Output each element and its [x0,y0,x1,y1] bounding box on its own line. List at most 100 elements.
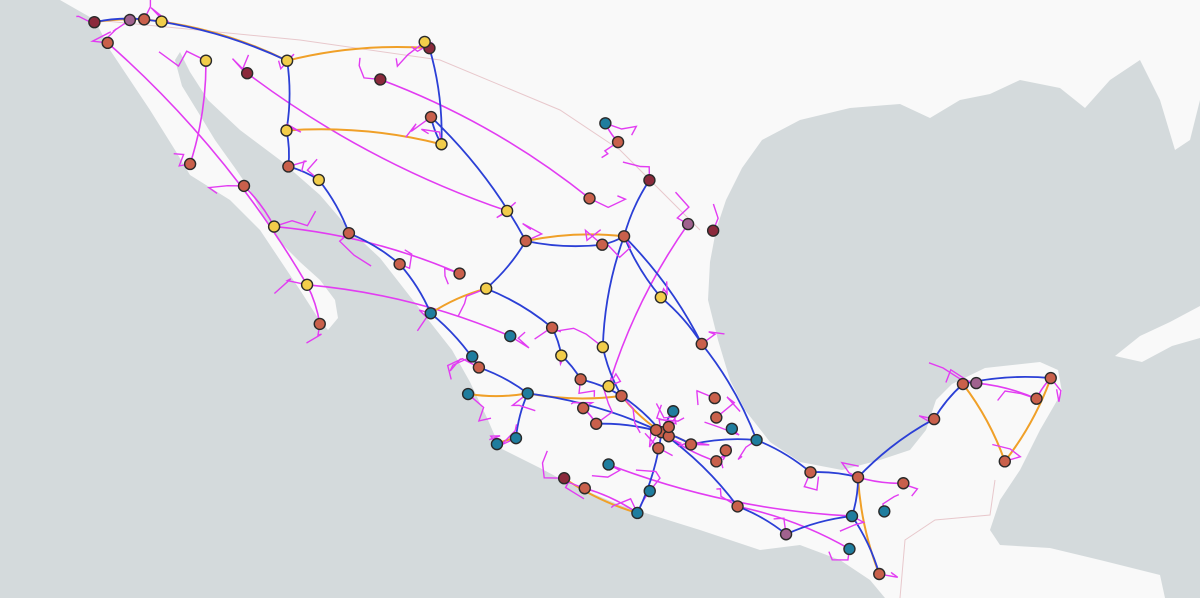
map-point-salmon[interactable] [313,317,326,331]
map-point-darkred[interactable] [88,15,101,29]
road-secondary-spur [655,404,677,425]
road-secondary [736,505,851,550]
map-point-yellow[interactable] [312,173,326,187]
map-point-salmon[interactable] [649,423,663,437]
map-point-salmon[interactable] [927,412,941,426]
map-point-salmon[interactable] [183,157,197,171]
map-point-salmon[interactable] [652,441,665,455]
map-point-yellow[interactable] [500,204,514,218]
map-point-salmon[interactable] [589,417,603,430]
map-point-teal[interactable] [845,509,859,523]
map-point-salmon[interactable] [617,230,631,243]
road-secondary-spur [992,443,1022,463]
map-point-purple[interactable] [779,528,793,541]
map-point-salmon[interactable] [237,179,251,193]
map-point-teal[interactable] [599,117,612,130]
map-point-salmon[interactable] [695,337,708,351]
map-point-teal[interactable] [490,437,504,451]
map-point-salmon[interactable] [873,567,886,581]
map-point-salmon[interactable] [596,238,609,251]
map-point-salmon[interactable] [578,482,591,495]
road-secondary-spur [621,395,641,434]
map-point-darkred[interactable] [557,472,571,485]
map-point-salmon[interactable] [710,455,723,468]
map-point-salmon[interactable] [897,477,910,490]
map-point-salmon[interactable] [576,401,590,415]
map-point-salmon[interactable] [719,444,733,457]
map-point-teal[interactable] [878,505,891,518]
map-point-yellow[interactable] [654,291,668,304]
map-point-salmon[interactable] [1044,371,1057,385]
map-point-teal[interactable] [667,405,680,418]
road-secondary-spur [90,31,112,44]
land-mainland [60,0,1200,598]
road-secondary-spur [107,19,131,38]
map-point-salmon[interactable] [998,455,1011,468]
map-point-salmon[interactable] [611,135,625,149]
map-point-yellow[interactable] [479,282,493,295]
road-secondary-spur [601,141,619,159]
map-point-salmon[interactable] [851,471,865,484]
map-point-salmon[interactable] [393,257,406,271]
map-point-salmon[interactable] [662,420,675,434]
map-point-teal[interactable] [631,506,644,520]
map-point-teal[interactable] [843,542,856,556]
map-point-teal[interactable] [750,433,763,447]
road-secondary-spur [607,372,622,387]
map-point-darkred[interactable] [706,224,720,237]
map-point-salmon[interactable] [615,389,628,403]
map-point-teal[interactable] [725,422,739,435]
map-point-salmon[interactable] [424,110,438,124]
map-point-yellow[interactable] [596,340,610,354]
map-point-salmon[interactable] [731,500,744,513]
roads-layer [76,0,1062,578]
map-point-yellow[interactable] [435,138,448,151]
points-layer [88,13,1057,581]
map-point-teal[interactable] [643,484,656,498]
map-point-teal[interactable] [424,307,437,320]
road-secondary-spur [644,432,673,457]
map-point-teal[interactable] [509,431,523,445]
map-point-salmon[interactable] [956,377,970,391]
map-point-yellow[interactable] [418,35,431,49]
map-point-teal[interactable] [466,350,479,363]
map-point-darkred[interactable] [374,73,387,86]
map-point-salmon[interactable] [342,226,356,240]
map-point-purple[interactable] [681,217,695,231]
map-point-darkred[interactable] [240,67,254,80]
map-point-yellow[interactable] [267,220,281,233]
map-point-teal[interactable] [602,458,615,471]
map-point-salmon[interactable] [453,267,466,280]
map-point-yellow[interactable] [555,349,568,362]
map-point-salmon[interactable] [804,466,817,479]
map-point-teal[interactable] [521,387,534,400]
map-point-teal[interactable] [504,329,517,343]
map-point-teal[interactable] [461,387,475,401]
road-federal [485,287,554,329]
map-point-salmon[interactable] [519,234,533,248]
map-point-salmon[interactable] [1030,392,1043,405]
road-secondary-spur [443,267,460,285]
map-point-salmon[interactable] [545,321,559,334]
map-point-salmon[interactable] [708,391,721,405]
map-point-salmon[interactable] [101,36,114,50]
map-point-yellow[interactable] [199,54,213,67]
map-point-darkred[interactable] [643,174,656,187]
map-point-salmon[interactable] [472,361,486,374]
map-point-salmon[interactable] [684,438,698,451]
map-point-yellow[interactable] [280,124,293,137]
map-point-salmon[interactable] [574,373,587,386]
map-point-salmon[interactable] [137,13,151,26]
map-point-salmon[interactable] [583,192,596,205]
map-point-salmon[interactable] [282,160,295,173]
map-point-salmon[interactable] [710,411,723,424]
road-toll [285,128,443,146]
map-point-yellow[interactable] [280,54,294,67]
map-point-yellow[interactable] [602,380,615,393]
map-point-purple[interactable] [123,13,137,27]
road-secondary-spur [584,228,603,246]
map-point-yellow[interactable] [155,15,168,28]
map-point-purple[interactable] [970,376,983,390]
map-point-yellow[interactable] [300,278,314,291]
